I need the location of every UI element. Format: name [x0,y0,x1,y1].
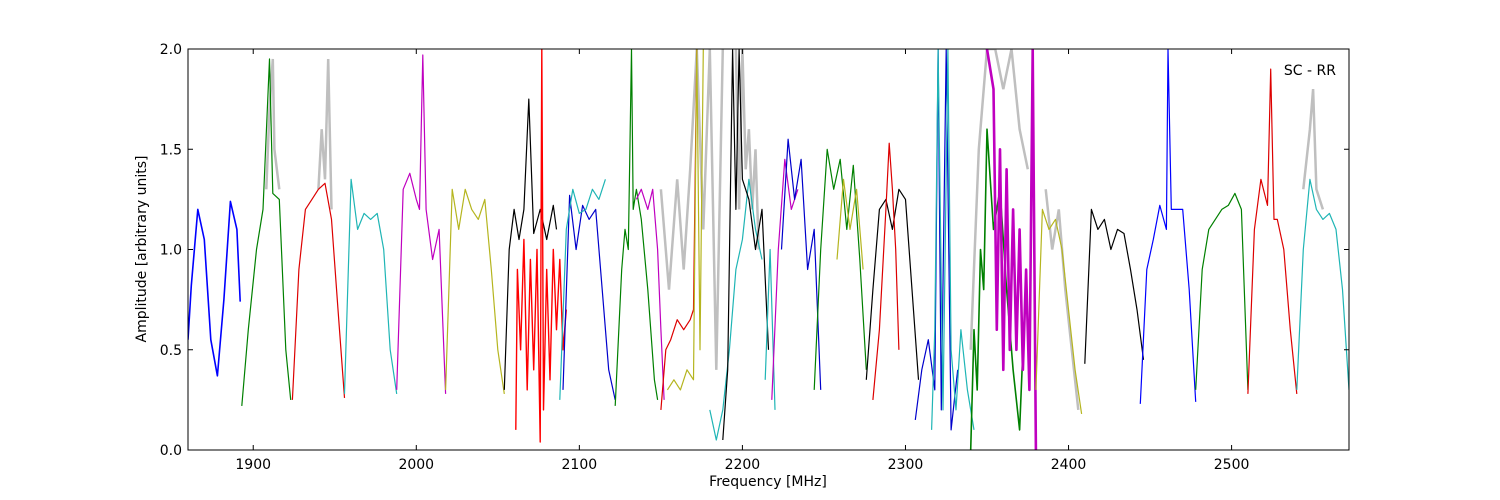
x-axis: 1900 2000 2100 2200 2300 2400 2500 [235,49,1249,473]
series-line-23 [872,142,900,400]
x-tick-label: 1900 [235,457,271,473]
y-tick-label: 1.5 [160,142,182,158]
series-line-19 [780,138,822,390]
y-tick-label: 2.0 [160,42,182,58]
series-line-2 [241,58,292,406]
y-tick-label: 0.0 [160,443,182,459]
series-line-9 [562,194,616,401]
series-line-1 [188,200,241,377]
series-line-11 [614,49,659,406]
series-line-33 [1296,178,1349,390]
x-tick-label: 2000 [398,457,434,473]
y-axis-label: Amplitude [arbitrary units] [134,156,150,343]
series-line-22 [865,188,920,380]
series-line-12 [635,188,665,400]
series-line-26 [969,128,1024,450]
annotation-label: SC - RR [1284,63,1336,79]
series-line-7 [503,98,558,390]
series-line-16 [722,49,770,441]
reference-trace-5 [969,49,1030,350]
reference-trace-3 [659,49,725,370]
series-line-30 [1139,49,1197,404]
y-tick-label: 0.5 [160,343,182,359]
series-line-29 [1084,208,1145,364]
series-line-25 [931,49,975,430]
y-axis: 0.0 0.5 1.0 1.5 2.0 [160,42,1349,459]
reference-trace-2 [317,58,333,210]
reference-trace-7 [1302,89,1325,210]
series-line-27 [985,49,1038,450]
series-line-21 [836,178,864,270]
series-line-5 [396,54,447,394]
series-line-8 [515,49,567,443]
x-tick-label: 2100 [562,457,598,473]
x-axis-label: Frequency [MHz] [709,474,827,490]
series-line-32 [1247,68,1298,394]
series-line-15 [709,178,763,441]
x-tick-label: 2400 [1051,457,1087,473]
reference-trace-1 [265,58,281,190]
x-tick-label: 2500 [1214,457,1250,473]
x-tick-label: 2300 [888,457,924,473]
plot-background [188,49,1349,450]
series-line-20 [813,148,867,390]
series-line-14 [666,49,704,391]
series-line-10 [559,179,606,400]
series-line-3 [291,182,346,400]
series-line-18 [771,158,799,400]
series-line-24 [914,49,959,431]
data-series [188,49,1349,450]
series-line-31 [1195,192,1249,390]
series-line-28 [1035,208,1083,414]
reference-trace-4 [734,49,760,250]
y-tick-label: 1.0 [160,243,182,259]
x-tick-label: 2200 [725,457,761,473]
series-line-13 [660,49,698,410]
series-line-6 [445,188,505,394]
series-line-4 [343,178,398,394]
